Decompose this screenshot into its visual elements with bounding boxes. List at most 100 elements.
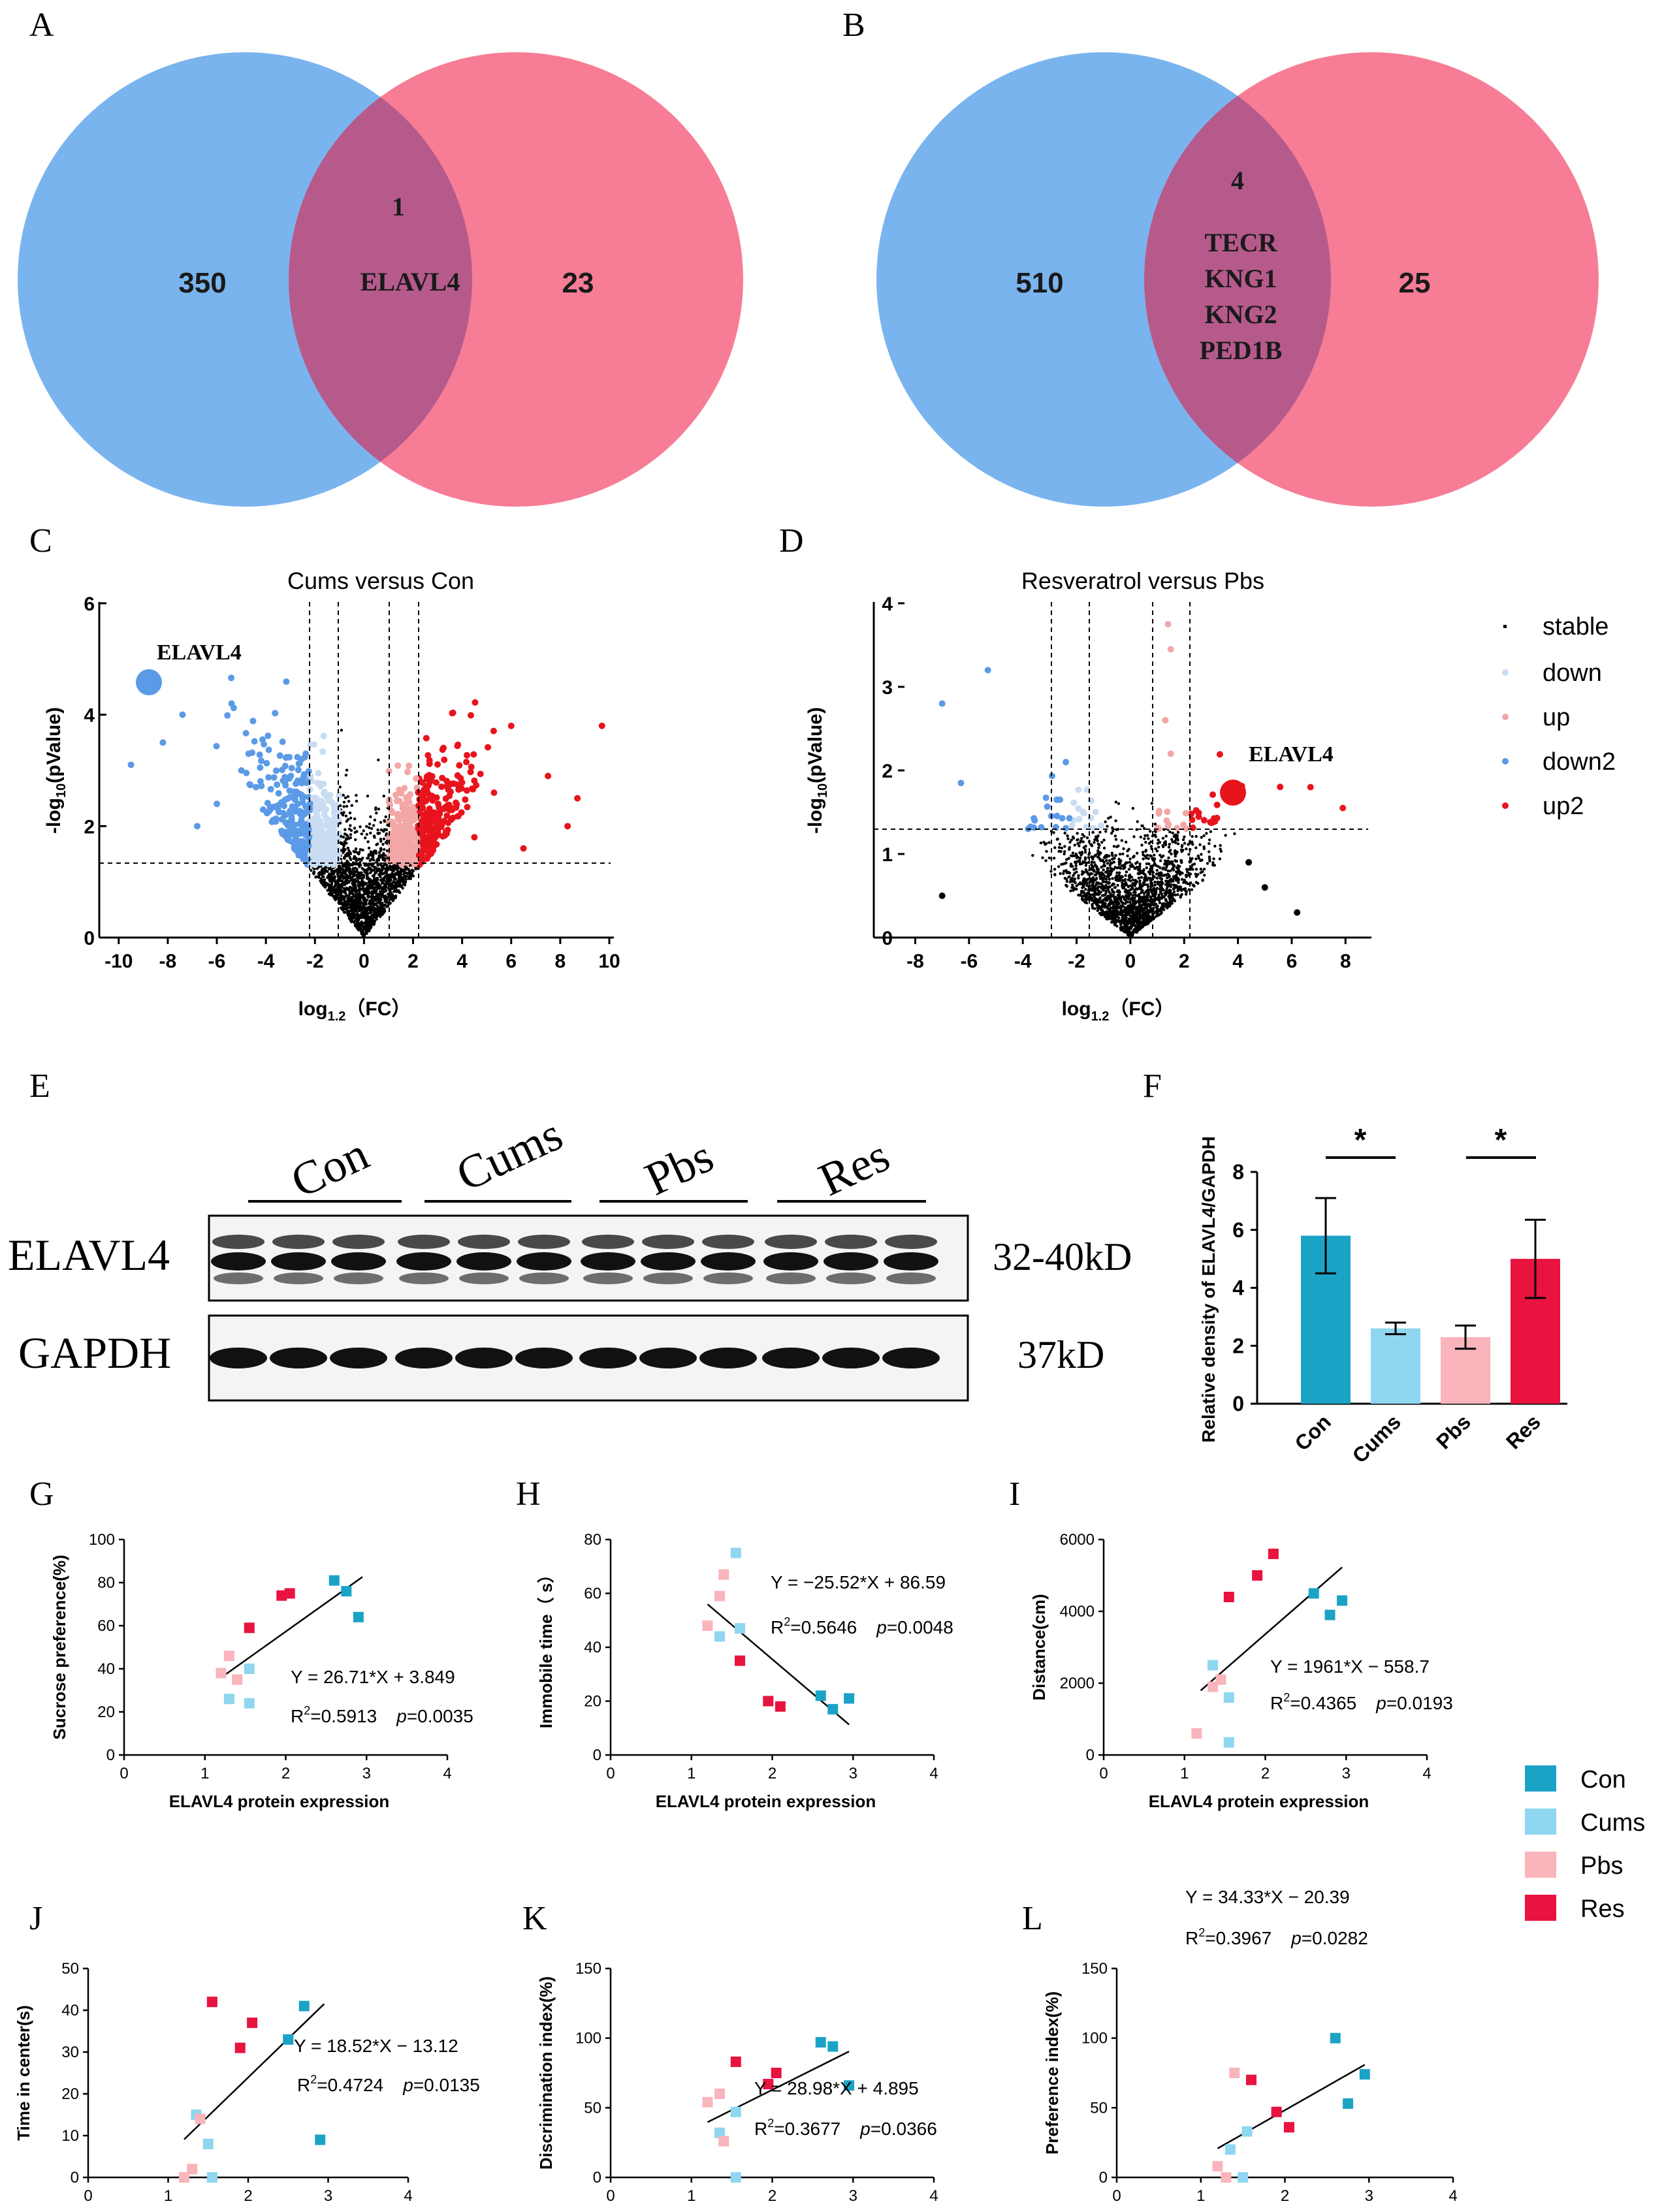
volcano-point bbox=[1096, 834, 1100, 838]
volcano-point bbox=[1185, 847, 1188, 851]
volcano-point bbox=[1153, 880, 1157, 884]
volcano-point bbox=[347, 914, 351, 917]
volcano-point bbox=[444, 827, 451, 834]
volcano-point bbox=[424, 751, 432, 759]
volcano-point bbox=[238, 767, 245, 774]
volcano-point bbox=[409, 872, 412, 875]
scatter-point-res bbox=[1252, 1570, 1263, 1581]
x-tick-label: 0 bbox=[1099, 1765, 1108, 1782]
y-tick-label: 60 bbox=[97, 1617, 115, 1635]
x-tick-label: 1 bbox=[164, 2187, 172, 2205]
volcano-point bbox=[470, 751, 477, 758]
volcano-point bbox=[1084, 864, 1088, 867]
volcano-point bbox=[404, 853, 411, 859]
volcano-point bbox=[287, 793, 294, 800]
volcano-point bbox=[360, 920, 363, 924]
blot-band bbox=[702, 1235, 754, 1249]
volcano-point bbox=[301, 753, 308, 761]
x-tick-label: 3 bbox=[324, 2187, 332, 2205]
volcano-point bbox=[353, 881, 356, 884]
volcano-point bbox=[1261, 884, 1268, 891]
volcano-point bbox=[1108, 877, 1111, 881]
volcano-point bbox=[340, 834, 343, 838]
volcano-point bbox=[282, 774, 289, 782]
volcano-point bbox=[355, 914, 359, 917]
volcano-point bbox=[1164, 808, 1171, 815]
volcano-point bbox=[1183, 825, 1190, 832]
volcano-point bbox=[392, 890, 396, 893]
volcano-point bbox=[1106, 913, 1110, 917]
volcano-point bbox=[1076, 815, 1083, 823]
volcano-point bbox=[1083, 858, 1087, 861]
panel-label-j: J bbox=[29, 1900, 42, 1937]
volcano-point bbox=[1208, 850, 1211, 853]
volcano-point bbox=[1076, 832, 1079, 835]
volcano-point bbox=[379, 821, 383, 824]
volcano-point bbox=[330, 834, 338, 841]
volcano-point bbox=[359, 848, 362, 851]
volcano-point bbox=[409, 844, 416, 851]
volcano-point bbox=[364, 836, 367, 840]
volcano-point bbox=[1124, 874, 1127, 877]
volcano-point bbox=[1155, 825, 1161, 832]
volcano-point bbox=[1068, 840, 1072, 844]
volcano-point bbox=[1103, 912, 1106, 916]
volcano-point bbox=[1100, 841, 1104, 844]
volcano-point bbox=[283, 678, 290, 685]
volcano-point bbox=[340, 902, 344, 906]
volcano-point bbox=[1085, 861, 1088, 865]
volcano-point bbox=[1194, 846, 1198, 849]
volcano-point bbox=[328, 799, 336, 806]
volcano-point bbox=[1144, 913, 1147, 916]
volcano-point bbox=[342, 793, 345, 797]
volcano-point bbox=[320, 868, 323, 872]
volcano-point bbox=[1117, 879, 1121, 882]
volcano-point bbox=[1196, 873, 1200, 876]
volcano-point bbox=[281, 763, 289, 770]
scatter-point-cums bbox=[730, 1547, 741, 1558]
volcano-point bbox=[383, 909, 387, 913]
volcano-point bbox=[301, 773, 308, 780]
scatter-point-con bbox=[341, 1586, 352, 1597]
panel-label-h: H bbox=[516, 1476, 541, 1513]
venn-a-right-count: 23 bbox=[562, 267, 594, 299]
volcano-point bbox=[379, 847, 383, 850]
volcano-point bbox=[1170, 838, 1174, 842]
volcano-point bbox=[462, 796, 469, 803]
volcano-point bbox=[1124, 902, 1127, 906]
volcano-point bbox=[1123, 925, 1127, 928]
volcano-point bbox=[257, 764, 264, 771]
volcano-point bbox=[330, 861, 337, 868]
volcano-point bbox=[1112, 845, 1116, 848]
volcano-point bbox=[367, 846, 371, 850]
volcano-point bbox=[1126, 854, 1129, 858]
volcano-point bbox=[1053, 812, 1061, 819]
volcano-point bbox=[301, 847, 308, 853]
volcano-point bbox=[1078, 844, 1081, 847]
volcano-point bbox=[1200, 836, 1204, 839]
volcano-point bbox=[1189, 824, 1196, 831]
volcano-point bbox=[1117, 916, 1121, 920]
blot-band bbox=[210, 1348, 267, 1368]
volcano-point bbox=[1063, 852, 1066, 856]
volcano-point bbox=[1160, 896, 1164, 900]
x-tick-label: 10 bbox=[598, 951, 620, 972]
volcano-point bbox=[1114, 838, 1118, 841]
volcano-point bbox=[389, 873, 392, 877]
fit-line bbox=[1217, 2064, 1366, 2149]
y-tick-label: 0 bbox=[71, 2169, 79, 2187]
volcano-point bbox=[321, 812, 328, 818]
volcano-point bbox=[311, 741, 317, 748]
volcano-point bbox=[1145, 894, 1149, 898]
volcano-point bbox=[1166, 906, 1169, 909]
volcano-point bbox=[1074, 867, 1078, 870]
volcano-point bbox=[342, 877, 345, 880]
volcano-point bbox=[340, 889, 344, 893]
volcano-point bbox=[1134, 880, 1137, 883]
volcano-point bbox=[1162, 854, 1165, 858]
volcano-point bbox=[1109, 900, 1113, 904]
volcano-point bbox=[379, 870, 382, 873]
blot-band bbox=[396, 1252, 451, 1271]
volcano-point bbox=[1075, 887, 1078, 891]
